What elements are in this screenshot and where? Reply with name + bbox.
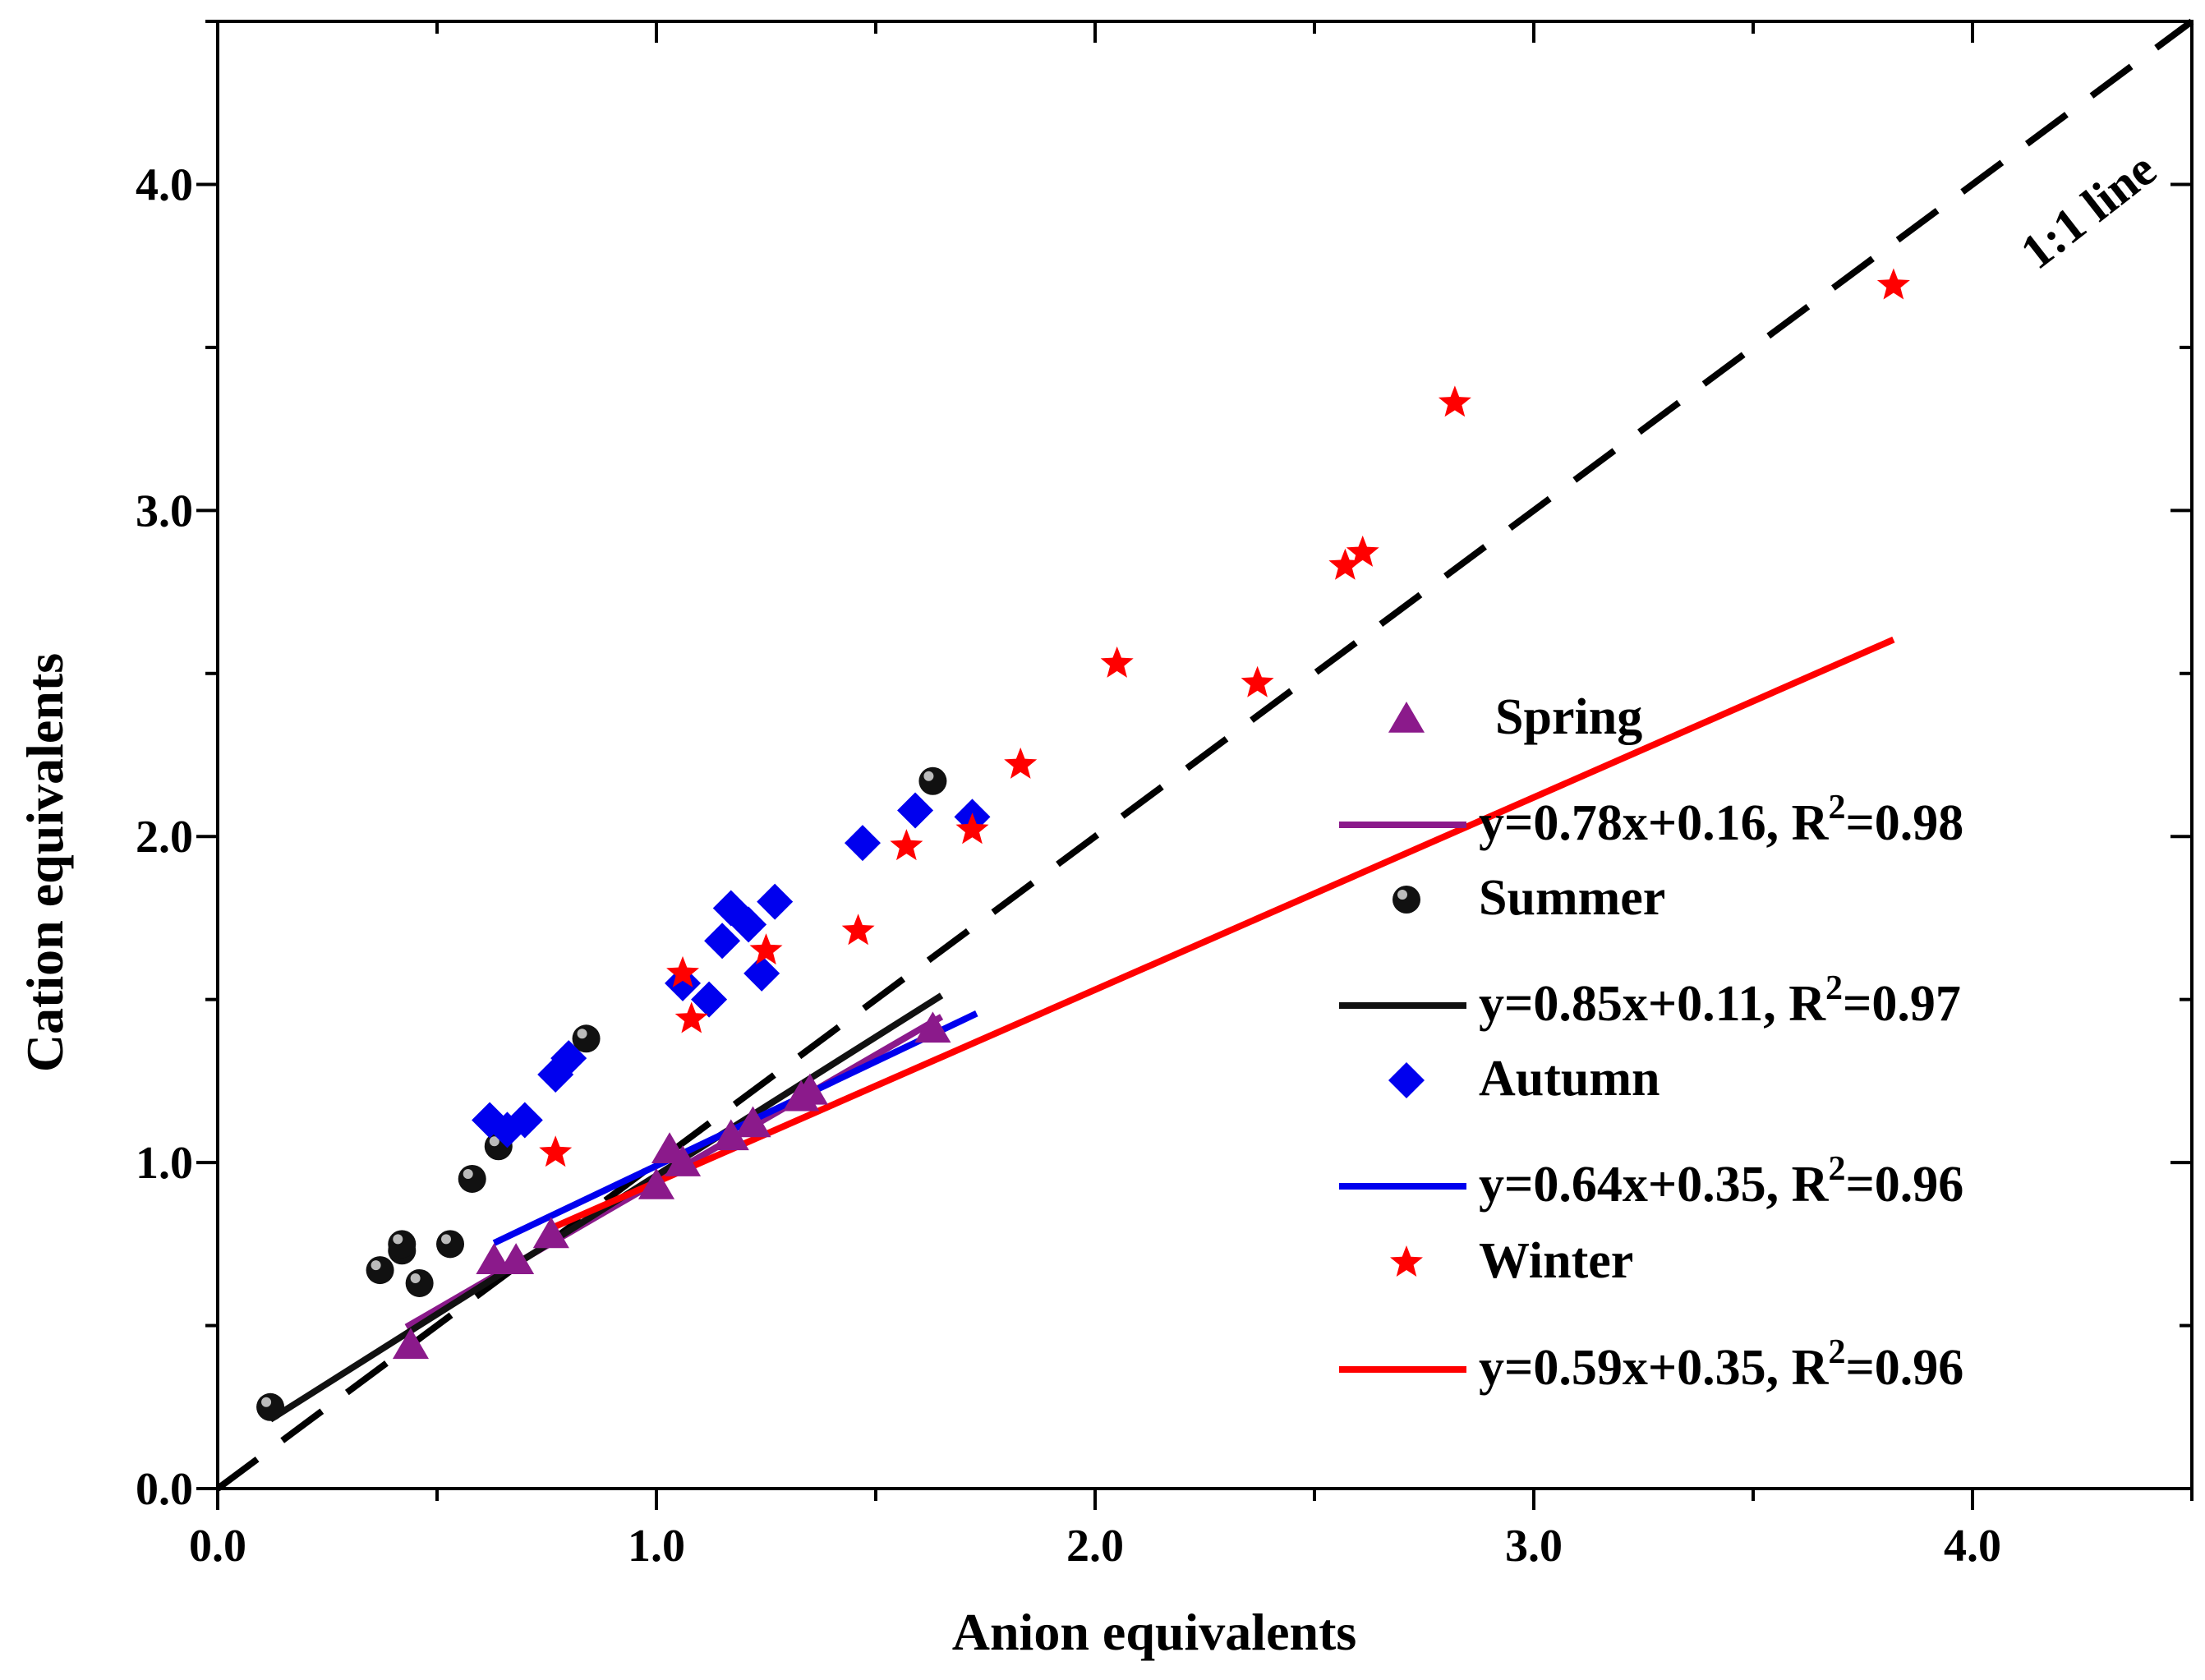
sphere-body: [918, 766, 947, 795]
plot-frame: [216, 20, 2193, 1490]
winter-point: [1328, 548, 1362, 580]
winter-point: [955, 812, 989, 845]
autumn-point: [897, 792, 934, 829]
legend-label-autumn: Autumn: [1479, 1051, 1660, 1107]
winter-point: [1004, 747, 1038, 779]
x-tick-label: 3.0: [1505, 1521, 1563, 1572]
summer-point: [256, 1392, 285, 1421]
x-tick-label: 2.0: [1066, 1521, 1124, 1572]
winter-point: [1876, 268, 1910, 300]
sphere-highlight: [261, 1397, 272, 1407]
sphere-highlight: [923, 771, 934, 781]
autumn-point: [704, 923, 741, 960]
autumn-point: [844, 825, 881, 862]
legend-symbol-winter: [1390, 1245, 1423, 1277]
summer-point: [918, 766, 947, 795]
autumn-point: [550, 1040, 587, 1077]
sphere-body: [256, 1392, 285, 1421]
sphere-highlight: [441, 1234, 452, 1245]
legend-symbol-autumn: [1388, 1062, 1425, 1098]
y-tick-label: 2.0: [136, 812, 193, 863]
autumn-point: [743, 955, 780, 992]
winter-point: [890, 829, 923, 861]
spring-point: [734, 1106, 771, 1138]
spring-point: [664, 1145, 702, 1176]
sphere-highlight: [1397, 890, 1407, 900]
sphere-highlight: [371, 1260, 381, 1271]
legend: Spring y=0.78x+0.16, R2=0.98 Summer y=0.85x…: [1339, 689, 1963, 1396]
winter-point: [1241, 665, 1274, 697]
winter-point: [539, 1135, 573, 1167]
winter-point: [841, 914, 875, 946]
spring-point: [498, 1243, 535, 1274]
sphere-body: [366, 1256, 394, 1285]
autumn-point: [506, 1102, 543, 1139]
winter-point: [1438, 385, 1471, 417]
summer-point: [572, 1024, 601, 1053]
autumn-point: [665, 964, 702, 1001]
spring-point: [392, 1328, 430, 1360]
winter-point: [1100, 646, 1134, 678]
x-tick-label: 0.0: [189, 1521, 246, 1572]
summer-point: [458, 1164, 486, 1193]
x-tick-label: 4.0: [1944, 1521, 2001, 1572]
legend-equation-summer: y=0.85x+0.11, R2=0.97: [1479, 969, 1961, 1032]
sphere-body: [436, 1230, 465, 1259]
legend-label-spring: Spring: [1495, 689, 1642, 745]
y-axis-title: Cation equivalents: [16, 653, 74, 1072]
summer-point: [436, 1230, 465, 1259]
sphere-highlight: [393, 1234, 403, 1245]
legend-symbol-spring: [1388, 702, 1425, 733]
legend-equation-spring: y=0.78x+0.16, R2=0.98: [1479, 789, 1963, 851]
sphere-body: [458, 1164, 486, 1193]
sphere-highlight: [463, 1168, 473, 1179]
spring-point: [914, 1011, 951, 1043]
x-tick-label: 1.0: [628, 1521, 685, 1572]
summer-point: [388, 1230, 417, 1259]
legend-label-winter: Winter: [1479, 1233, 1633, 1289]
winter-point: [749, 933, 783, 965]
spring-point: [532, 1217, 569, 1249]
y-tick-label: 0.0: [136, 1464, 193, 1515]
reference-line-label: 1:1 line: [2010, 141, 2166, 279]
axes-layer: 0.0 1.0 2.0 3.0 4.0 0.0 1.0 2.0 3.0 4.0: [136, 20, 2193, 1572]
winter-point: [674, 1001, 708, 1033]
autumn-point: [691, 981, 728, 1018]
spring-point: [712, 1119, 749, 1151]
winter-point: [666, 955, 699, 987]
fit-line-winter: [554, 636, 1895, 1230]
y-tick-label: 3.0: [136, 486, 193, 536]
sphere-highlight: [489, 1136, 499, 1147]
legend-label-summer: Summer: [1479, 870, 1665, 926]
winter-point: [1346, 535, 1379, 567]
x-axis-title: Anion equivalents: [952, 1603, 1357, 1661]
sphere-body: [388, 1230, 417, 1259]
y-tick-label: 4.0: [136, 159, 193, 210]
spring-point: [791, 1073, 828, 1105]
sphere-body: [1393, 886, 1420, 914]
y-tick-label: 1.0: [136, 1138, 193, 1189]
autumn-point: [730, 906, 767, 943]
summer-point: [366, 1256, 394, 1285]
summer-point: [405, 1268, 434, 1297]
sphere-highlight: [410, 1273, 421, 1283]
legend-equation-winter: y=0.59x+0.35, R2=0.96: [1479, 1333, 1963, 1396]
sphere-highlight: [577, 1029, 587, 1039]
legend-equation-autumn: y=0.64x+0.35, R2=0.96: [1479, 1150, 1963, 1213]
points-layer: [256, 268, 1910, 1421]
autumn-point: [757, 883, 794, 920]
sphere-body: [405, 1268, 434, 1297]
legend-symbol-summer: [1393, 886, 1420, 914]
spring-point: [638, 1167, 675, 1199]
